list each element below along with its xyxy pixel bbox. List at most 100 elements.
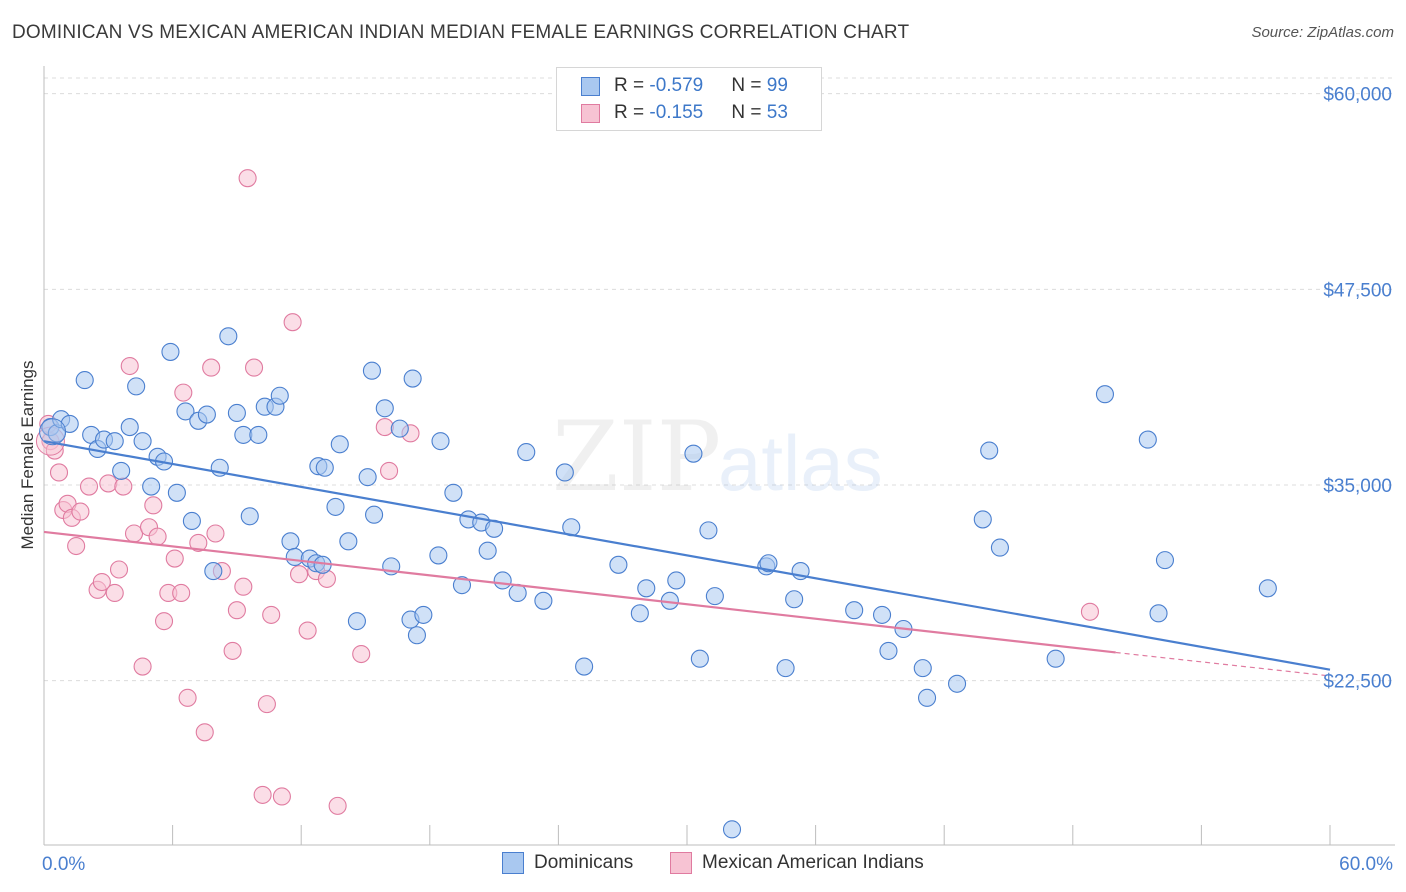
y-tick-label: $47,500 — [1323, 280, 1392, 301]
data-point — [99, 474, 118, 493]
legend-n-label: N = — [731, 75, 767, 96]
data-point — [326, 497, 345, 516]
data-point — [249, 425, 268, 444]
data-point — [1155, 551, 1175, 570]
data-point — [759, 554, 778, 573]
source-label: Source: ZipAtlas.com — [1251, 24, 1394, 41]
data-point — [285, 547, 304, 567]
data-point — [444, 483, 463, 502]
legend-swatch-mexican-american-indians — [581, 103, 600, 123]
data-point — [270, 386, 289, 405]
trend-line — [43, 530, 1116, 654]
data-point — [92, 572, 111, 592]
data-point — [913, 659, 932, 678]
data-point — [262, 605, 281, 624]
data-point — [699, 521, 718, 540]
data-point — [223, 641, 242, 660]
legend-r-label: R = — [614, 102, 650, 123]
data-point — [49, 463, 69, 482]
data-point — [776, 659, 795, 678]
data-point — [105, 583, 124, 603]
data-point — [375, 399, 394, 418]
legend-row-dominicans: R = -0.579 N = 99 — [581, 73, 788, 99]
data-point — [493, 571, 512, 590]
legend-n-label: N = — [731, 102, 767, 123]
data-point — [690, 649, 709, 668]
data-point — [705, 587, 724, 606]
data-point — [575, 657, 594, 676]
data-point — [330, 435, 349, 454]
y-tick-label: $22,500 — [1323, 672, 1392, 693]
data-point — [195, 723, 214, 742]
data-point — [290, 565, 309, 584]
data-point — [197, 405, 216, 424]
trend-line — [43, 440, 1331, 671]
data-point — [227, 601, 246, 620]
legend-swatch-dominicans — [502, 852, 524, 874]
data-point — [176, 402, 195, 421]
data-point — [67, 536, 86, 556]
data-point — [1138, 430, 1157, 449]
data-point — [167, 483, 186, 502]
data-point — [1149, 604, 1168, 623]
data-point — [362, 361, 381, 380]
data-point — [973, 510, 992, 529]
data-point — [403, 369, 422, 388]
legend-r-value: -0.155 — [649, 102, 704, 123]
data-point — [148, 527, 167, 546]
data-point — [204, 562, 223, 581]
data-point — [244, 358, 264, 377]
data-point — [1095, 385, 1114, 404]
y-tick-labels: $22,500 $35,000 $47,500 $60,000 — [1323, 85, 1392, 693]
data-point — [365, 505, 384, 524]
legend-swatch-dominicans — [581, 76, 600, 96]
legend-item-mexican-american-indians: Mexican American Indians — [670, 852, 924, 874]
data-point — [133, 432, 152, 451]
data-point — [429, 546, 448, 565]
data-point — [872, 605, 892, 624]
data-point — [172, 583, 191, 603]
data-point — [165, 549, 184, 568]
data-point — [109, 560, 129, 579]
series-dominicans — [39, 327, 1277, 839]
data-point — [124, 524, 144, 543]
data-point — [684, 444, 703, 463]
data-point — [948, 674, 967, 693]
y-tick-label: $35,000 — [1323, 476, 1392, 497]
data-point — [120, 356, 139, 376]
data-point — [219, 327, 238, 346]
data-point — [182, 511, 201, 531]
data-point — [339, 532, 358, 551]
data-point — [238, 169, 257, 188]
data-point — [120, 418, 139, 437]
data-point — [283, 313, 302, 332]
data-point — [272, 787, 291, 806]
data-point — [161, 342, 180, 361]
data-point — [79, 477, 99, 496]
data-point — [127, 377, 146, 396]
data-point — [234, 425, 253, 444]
data-point — [315, 458, 334, 477]
data-point — [154, 612, 174, 631]
legend-label-dominicans: Dominicans — [534, 852, 634, 873]
data-point — [1046, 649, 1065, 668]
axes — [43, 66, 1395, 846]
x-tick-labels: 0.0% 60.0% — [42, 854, 1393, 875]
data-point — [105, 432, 124, 451]
legend-row-mexican-american-indians: R = -0.155 N = 53 — [581, 100, 788, 126]
trend-lines — [43, 440, 1331, 677]
data-point — [114, 477, 133, 496]
legend-swatch-mexican-american-indians — [670, 852, 692, 874]
legend-n-value: 53 — [766, 102, 788, 123]
data-point — [980, 441, 999, 460]
data-point — [112, 461, 131, 480]
data-point — [508, 583, 527, 603]
data-point — [133, 657, 152, 676]
data-point — [174, 383, 193, 402]
data-point — [390, 419, 409, 438]
watermark: ZIP atlas — [552, 401, 883, 513]
data-point — [478, 541, 497, 560]
data-point — [71, 502, 90, 521]
data-point — [407, 626, 426, 645]
data-point — [637, 579, 656, 598]
